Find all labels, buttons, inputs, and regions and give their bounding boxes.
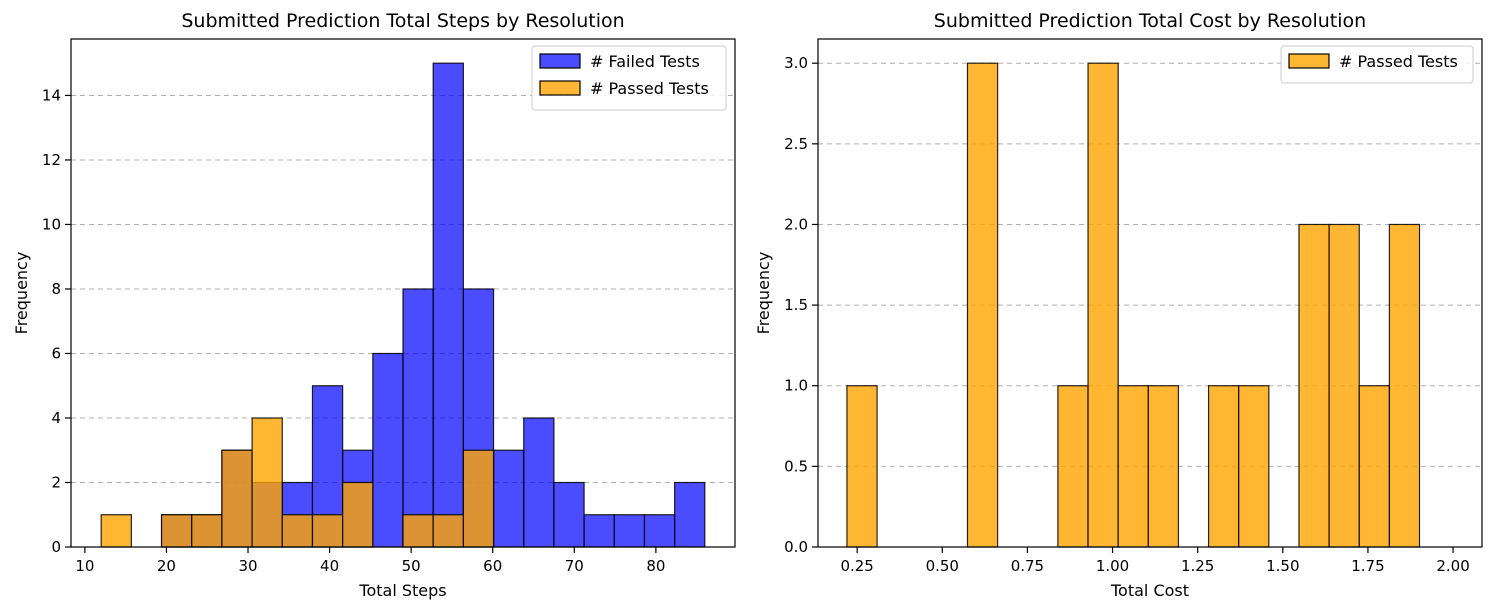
y-tick-label: 2.0: [784, 215, 808, 233]
y-tick-label: 6: [51, 344, 61, 362]
legend-swatch: [539, 53, 581, 69]
bar: [1147, 385, 1180, 548]
bar: [674, 481, 706, 548]
y-axis-label: Frequency: [12, 252, 31, 335]
bar: [643, 514, 676, 548]
x-tick-label: 1.00: [1096, 557, 1129, 575]
legend-label: # Failed Tests: [590, 52, 700, 71]
y-ticks: 0 2 4 6 8 10 12 14: [42, 86, 71, 556]
x-axis-label: Total Steps: [358, 581, 446, 600]
bar: [191, 514, 223, 548]
bar: [1328, 223, 1360, 548]
x-ticks: 10 20 30 40 50 60 70 80: [75, 547, 665, 575]
bar: [402, 514, 434, 548]
bar: [966, 62, 999, 548]
bar: [251, 417, 283, 548]
y-tick-label: 1.0: [784, 377, 808, 395]
legend: # Passed Tests: [1280, 45, 1474, 84]
x-tick-label: 80: [646, 557, 665, 575]
y-tick-label: 3.0: [784, 54, 808, 72]
bar: [221, 449, 253, 548]
bar: [1388, 223, 1421, 548]
bar: [100, 514, 132, 548]
chart-title: Submitted Prediction Total Steps by Reso…: [181, 10, 624, 32]
bar: [1207, 385, 1240, 548]
steps-histogram: Submitted Prediction Total Steps by Reso…: [12, 10, 736, 600]
bar: [583, 514, 615, 548]
bar: [311, 514, 344, 548]
bar: [1087, 62, 1119, 548]
bar: [523, 417, 555, 548]
x-tick-label: 0.25: [840, 557, 873, 575]
y-tick-label: 12: [42, 151, 61, 169]
y-tick-label: 0.0: [784, 538, 808, 556]
bar: [1057, 385, 1089, 548]
chart-title: Submitted Prediction Total Cost by Resol…: [934, 10, 1366, 32]
legend-swatch: [539, 80, 581, 96]
bar: [1238, 385, 1270, 548]
x-axis-label: Total Cost: [1110, 581, 1189, 600]
legend: # Failed Tests # Passed Tests: [531, 45, 727, 111]
x-tick-label: 40: [320, 557, 339, 575]
x-tick-label: 2.00: [1436, 557, 1469, 575]
bar: [372, 352, 404, 548]
axes-border: [817, 38, 1483, 548]
bars: [100, 62, 706, 548]
y-axis-label: Frequency: [754, 252, 773, 335]
x-tick-label: 1.25: [1181, 557, 1214, 575]
y-tick-label: 8: [51, 280, 61, 298]
bar: [1117, 385, 1149, 548]
bar: [846, 385, 878, 548]
bar: [160, 514, 193, 548]
y-tick-label: 2.5: [784, 135, 808, 153]
x-tick-label: 60: [483, 557, 502, 575]
bar: [1358, 385, 1390, 548]
x-tick-label: 20: [157, 557, 176, 575]
y-ticks: 0.0 0.5 1.0 1.5 2.0 2.5 3.0: [784, 54, 818, 556]
axes-border: [70, 38, 736, 548]
y-tick-label: 0.5: [784, 457, 808, 475]
y-tick-label: 1.5: [784, 296, 808, 314]
x-tick-label: 0.75: [1011, 557, 1044, 575]
axes-frame: [70, 38, 736, 548]
bar: [402, 288, 434, 548]
bar: [342, 481, 374, 548]
bar: [432, 514, 464, 548]
cost-histogram: Submitted Prediction Total Cost by Resol…: [754, 10, 1483, 600]
x-tick-label: 50: [402, 557, 421, 575]
bar: [281, 514, 314, 548]
series-0: [846, 62, 1421, 548]
series-1: [100, 417, 495, 548]
y-tick-label: 14: [42, 86, 61, 104]
bar: [613, 514, 646, 548]
bar: [492, 449, 525, 548]
x-tick-label: 1.50: [1266, 557, 1299, 575]
bar: [553, 481, 585, 548]
x-tick-label: 0.50: [926, 557, 959, 575]
legend-swatch: [1288, 53, 1330, 69]
axes-frame: [817, 38, 1483, 548]
y-tick-label: 2: [51, 473, 61, 491]
legend-label: # Passed Tests: [590, 79, 709, 98]
x-tick-label: 30: [238, 557, 257, 575]
y-tick-label: 4: [51, 409, 61, 427]
bars: [846, 62, 1421, 548]
bar: [432, 62, 464, 548]
x-tick-label: 10: [75, 557, 94, 575]
x-tick-label: 70: [565, 557, 584, 575]
x-ticks: 0.25 0.50 0.75 1.00 1.25 1.50 1.75 2.00: [840, 547, 1470, 575]
y-tick-label: 10: [42, 215, 61, 233]
bar: [462, 449, 495, 548]
legend-label: # Passed Tests: [1339, 52, 1458, 71]
x-tick-label: 1.75: [1351, 557, 1384, 575]
bar: [1298, 223, 1330, 548]
y-tick-label: 0: [51, 538, 61, 556]
